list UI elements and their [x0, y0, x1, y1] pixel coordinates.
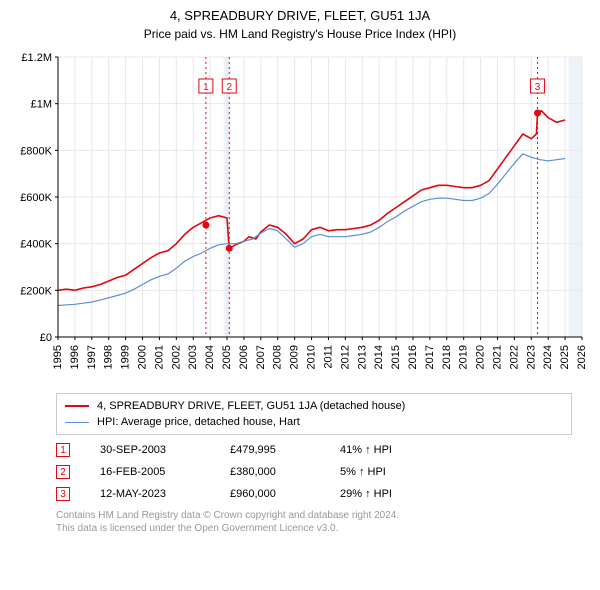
- svg-text:1: 1: [203, 82, 209, 93]
- sale-delta: 5% ↑ HPI: [340, 466, 386, 478]
- svg-text:2008: 2008: [272, 345, 284, 369]
- chart-title: 4, SPREADBURY DRIVE, FLEET, GU51 1JA: [8, 8, 592, 23]
- svg-text:2005: 2005: [221, 345, 233, 369]
- svg-text:£1M: £1M: [31, 99, 52, 111]
- svg-text:3: 3: [535, 82, 541, 93]
- sale-delta: 29% ↑ HPI: [340, 488, 392, 500]
- svg-text:£1.2M: £1.2M: [21, 52, 52, 64]
- svg-text:£0: £0: [40, 332, 52, 344]
- svg-text:2001: 2001: [153, 345, 165, 369]
- legend-label: HPI: Average price, detached house, Hart: [97, 414, 300, 430]
- sale-price: £380,000: [230, 466, 340, 478]
- sale-price: £479,995: [230, 444, 340, 456]
- sale-marker: 3: [56, 487, 70, 501]
- svg-text:£800K: £800K: [20, 145, 52, 157]
- attribution-line-1: Contains HM Land Registry data © Crown c…: [56, 509, 572, 522]
- svg-text:2002: 2002: [170, 345, 182, 369]
- svg-text:2015: 2015: [390, 345, 402, 369]
- svg-text:2026: 2026: [576, 345, 588, 369]
- svg-text:2010: 2010: [306, 345, 318, 369]
- sale-date: 16-FEB-2005: [100, 466, 230, 478]
- svg-text:2004: 2004: [204, 345, 216, 369]
- svg-text:2024: 2024: [542, 345, 554, 369]
- svg-text:2000: 2000: [137, 345, 149, 369]
- sale-date: 30-SEP-2003: [100, 444, 230, 456]
- svg-text:2021: 2021: [491, 345, 503, 369]
- legend-swatch: [65, 422, 89, 423]
- svg-text:2016: 2016: [407, 345, 419, 369]
- sale-row: 1 30-SEP-2003£479,99541% ↑ HPI: [56, 439, 572, 461]
- svg-text:2009: 2009: [289, 345, 301, 369]
- svg-text:2006: 2006: [238, 345, 250, 369]
- svg-text:£400K: £400K: [20, 239, 52, 251]
- svg-text:1996: 1996: [69, 345, 81, 369]
- sale-row: 2 16-FEB-2005£380,0005% ↑ HPI: [56, 461, 572, 483]
- chart-container: { "title": "4, SPREADBURY DRIVE, FLEET, …: [0, 0, 600, 539]
- svg-text:1997: 1997: [86, 345, 98, 369]
- svg-text:2: 2: [226, 82, 232, 93]
- attribution-line-2: This data is licensed under the Open Gov…: [56, 522, 572, 535]
- svg-text:2014: 2014: [373, 345, 385, 369]
- sale-marker: 1: [56, 443, 70, 457]
- svg-text:£600K: £600K: [20, 192, 52, 204]
- sales-table: 1 30-SEP-2003£479,99541% ↑ HPI 2 16-FEB-200…: [56, 439, 572, 505]
- svg-text:2018: 2018: [441, 345, 453, 369]
- svg-text:2003: 2003: [187, 345, 199, 369]
- legend-item: 4, SPREADBURY DRIVE, FLEET, GU51 1JA (de…: [65, 398, 563, 414]
- chart-plot-area: £0 £200K £400K £600K £800K £1M £1.2M 1995 1996 19…: [8, 47, 592, 387]
- svg-text:1999: 1999: [120, 345, 132, 369]
- sale-row: 3 12-MAY-2023£960,00029% ↑ HPI: [56, 483, 572, 505]
- svg-text:2019: 2019: [458, 345, 470, 369]
- chart-subtitle: Price paid vs. HM Land Registry's House …: [8, 27, 592, 41]
- sale-marker: 2: [56, 465, 70, 479]
- svg-text:2025: 2025: [559, 345, 571, 369]
- svg-text:2011: 2011: [322, 345, 334, 369]
- svg-text:1998: 1998: [103, 345, 115, 369]
- sale-delta: 41% ↑ HPI: [340, 444, 392, 456]
- svg-text:2012: 2012: [339, 345, 351, 369]
- sale-price: £960,000: [230, 488, 340, 500]
- svg-text:2013: 2013: [356, 345, 368, 369]
- svg-text:2022: 2022: [508, 345, 520, 369]
- svg-text:2017: 2017: [424, 345, 436, 369]
- attribution-text: Contains HM Land Registry data © Crown c…: [56, 509, 572, 535]
- svg-text:£200K: £200K: [20, 285, 52, 297]
- legend-label: 4, SPREADBURY DRIVE, FLEET, GU51 1JA (de…: [97, 398, 405, 414]
- svg-text:2020: 2020: [475, 345, 487, 369]
- chart-legend: 4, SPREADBURY DRIVE, FLEET, GU51 1JA (de…: [56, 393, 572, 435]
- svg-text:1995: 1995: [52, 345, 64, 369]
- legend-item: HPI: Average price, detached house, Hart: [65, 414, 563, 430]
- svg-text:2023: 2023: [525, 345, 537, 369]
- legend-swatch: [65, 405, 89, 407]
- svg-text:2007: 2007: [255, 345, 267, 369]
- sale-date: 12-MAY-2023: [100, 488, 230, 500]
- line-chart-svg: £0 £200K £400K £600K £800K £1M £1.2M 1995 1996 19…: [8, 47, 592, 387]
